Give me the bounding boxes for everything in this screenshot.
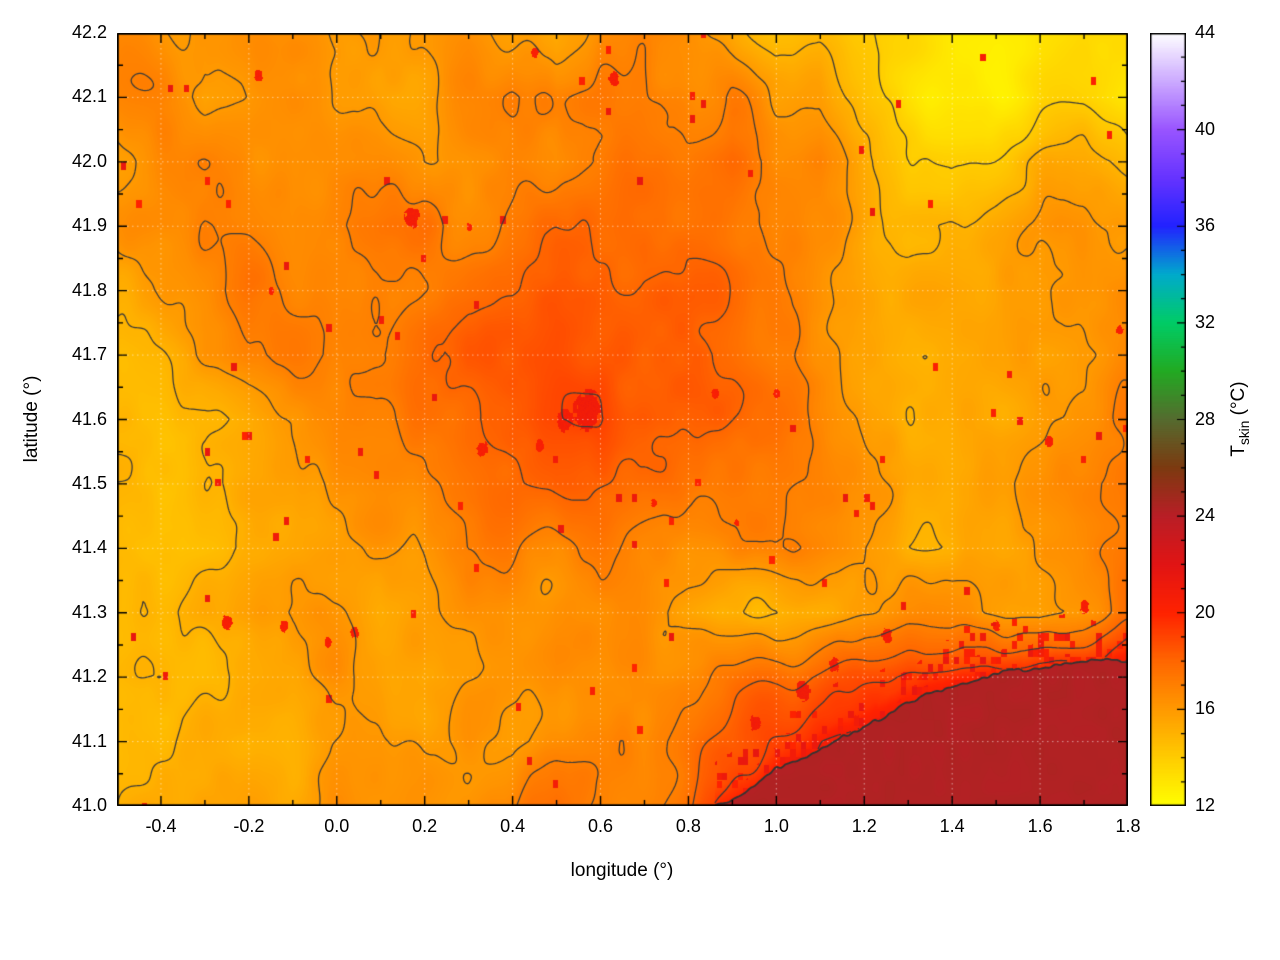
colorbar-tick-label: 32 [1195,311,1216,332]
y-tick-label: 41.1 [71,730,107,751]
x-tick-label: 0.6 [588,816,614,836]
y-tick-label: 41.7 [71,344,107,365]
x-tick-label: 0.0 [324,816,350,836]
colorbar-tick-label: 16 [1195,698,1216,719]
colorbar-tick-label: 20 [1195,601,1216,622]
y-tick-label: 41.9 [71,215,107,236]
y-tick-label: 41.5 [71,472,107,493]
x-tick-label: 0.4 [500,816,526,836]
x-tick-label: 0.2 [412,816,438,836]
y-tick-label: 41.0 [71,795,107,815]
colorbar-canvas [1150,33,1186,806]
colorbar-title-symbol: T [1228,444,1250,457]
colorbar-tick-label: 12 [1195,795,1216,815]
y-tick-label: 42.0 [71,150,107,171]
y-tick-label: 41.3 [71,601,107,622]
colorbar-tick-label: 24 [1195,505,1216,526]
x-tick-label: -0.4 [145,816,177,836]
colorbar-tick-label: 44 [1195,22,1216,42]
y-tick-label: 42.1 [71,86,107,107]
colorbar-tick-label: 40 [1195,118,1216,139]
x-tick-label: -0.2 [233,816,265,836]
x-tick-label: 1.6 [1027,816,1053,836]
y-tick-label: 41.8 [71,279,107,300]
y-tick-label: 42.2 [71,22,107,42]
x-tick-label: 0.8 [675,816,701,836]
y-tick-label: 41.2 [71,666,107,687]
x-tick-label: 1.2 [851,816,877,836]
heatmap-canvas [117,33,1128,806]
colorbar-title-units: (°C) [1228,381,1250,421]
colorbar-title-subscript: skin [1236,420,1252,445]
x-tick-label: 1.4 [939,816,965,836]
y-tick-label: 41.4 [71,537,107,558]
x-tick-label: 1.8 [1115,816,1141,836]
y-tick-label: 41.6 [71,408,107,429]
x-tick-label: 1.0 [763,816,789,836]
x-axis-title: longitude (°) [570,860,674,881]
colorbar-tick-label: 28 [1195,408,1216,429]
colorbar-title: Tskin (°C) [1228,381,1252,456]
colorbar-tick-label: 36 [1195,215,1216,236]
y-axis-title: latitude (°) [21,375,42,463]
